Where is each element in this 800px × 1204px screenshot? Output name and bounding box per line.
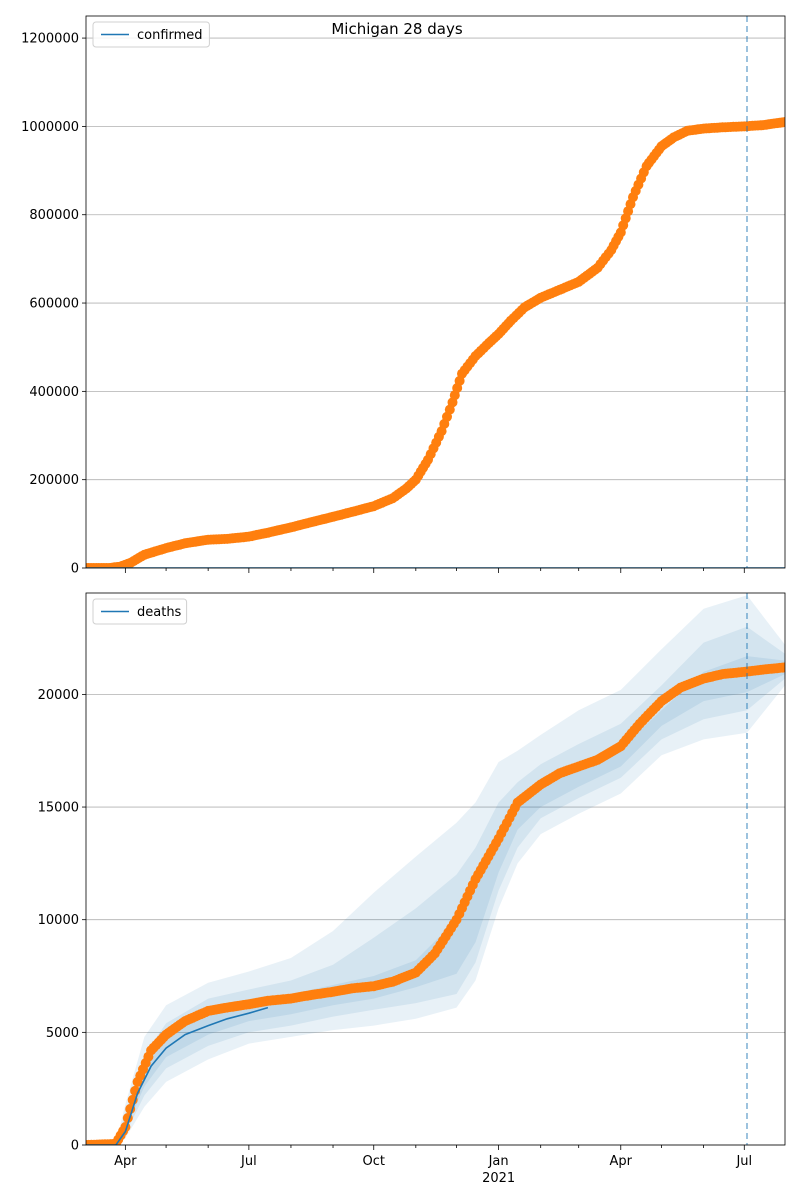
- x-tick-label: Jul: [240, 1154, 257, 1169]
- x-tick-sublabel: 2021: [482, 1171, 515, 1186]
- y-tick-label: 5000: [46, 1026, 79, 1041]
- legend-box: [92, 21, 210, 48]
- observed-series: [86, 116, 785, 568]
- y-tick-label: 0: [71, 562, 79, 577]
- plot-area: [86, 593, 785, 1145]
- y-tick-label: 600000: [29, 297, 79, 312]
- y-tick-label: 20000: [38, 688, 79, 703]
- x-tick-label: Apr: [610, 1154, 633, 1169]
- x-tick-label: Apr: [114, 1154, 137, 1169]
- y-tick-label: 400000: [29, 385, 79, 400]
- figure-title: Michigan 28 days: [331, 20, 463, 38]
- series-line-deaths: [86, 1006, 269, 1145]
- observed-point: [780, 662, 785, 673]
- x-tick-label: Jul: [735, 1154, 752, 1169]
- legend-label: deaths: [137, 605, 182, 620]
- y-tick-label: 800000: [29, 208, 79, 223]
- confidence-band: [86, 595, 785, 1145]
- y-tick-label: 15000: [38, 801, 79, 816]
- panel-top: 0 200000 400000 600000 800000 1000000 1200000 c…: [21, 15, 786, 577]
- legend-box: [92, 598, 188, 625]
- observed-point: [780, 116, 785, 127]
- panel-bottom: 0 5000 10000 15000 20000 Apr Jul Oct Jan Apr Jul 20…: [38, 592, 786, 1186]
- legend: deaths: [92, 598, 188, 625]
- axes-frame: [85, 15, 786, 569]
- y-tick-label: 10000: [38, 913, 79, 928]
- x-tick-label: Oct: [363, 1154, 385, 1169]
- plot-area: [86, 16, 785, 568]
- x-tick-label: Jan: [488, 1154, 509, 1169]
- y-tick-label: 200000: [29, 473, 79, 488]
- y-tick-label: 1000000: [21, 120, 79, 135]
- y-tick-label: 0: [71, 1139, 79, 1154]
- legend-label: confirmed: [137, 28, 203, 43]
- axes-frame: [85, 592, 786, 1146]
- observed-series: [86, 662, 785, 1145]
- y-tick-label: 1200000: [21, 32, 79, 47]
- legend: confirmed: [92, 21, 210, 48]
